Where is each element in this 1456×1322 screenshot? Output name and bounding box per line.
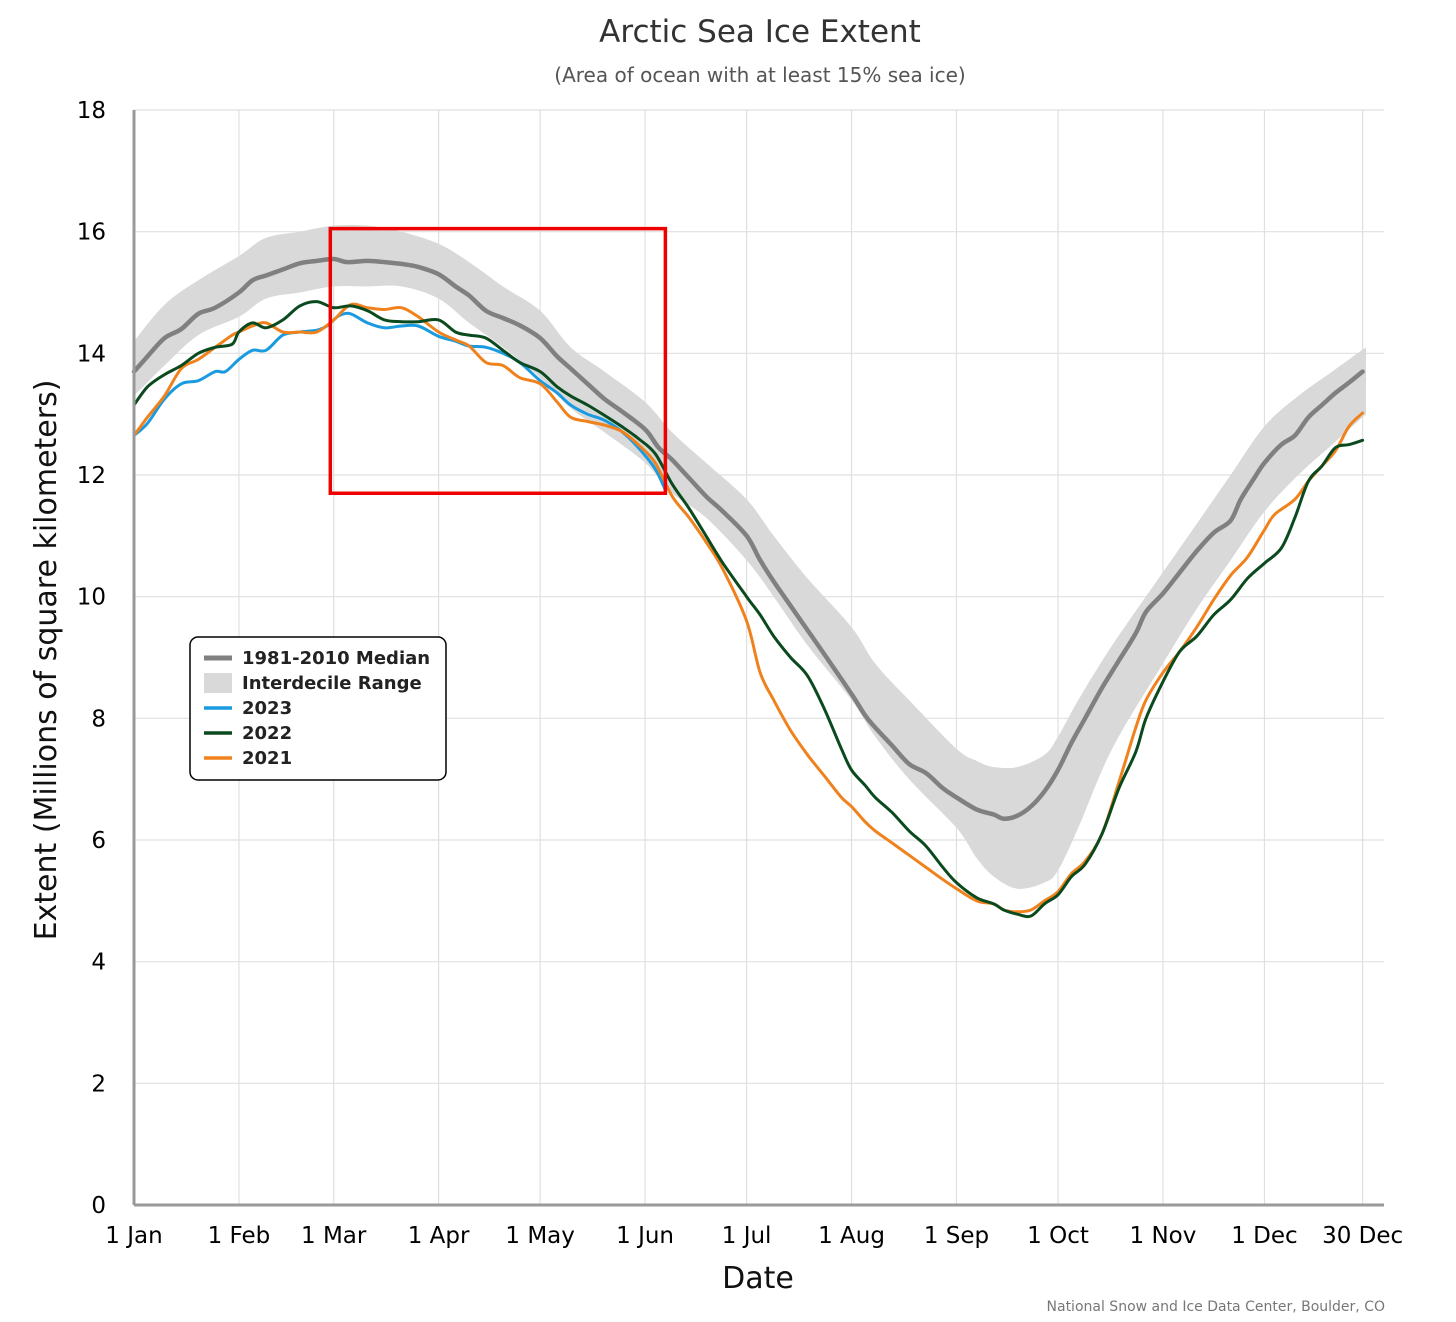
y-tick-label: 8 [91, 706, 106, 732]
legend-box [189, 636, 447, 781]
y-tick-label: 2 [91, 1071, 106, 1097]
x-tick-label: 1 Dec [1231, 1223, 1297, 1249]
chart-subtitle: (Area of ocean with at least 15% sea ice… [554, 63, 965, 87]
series-line-2022 [132, 300, 1365, 919]
y-tick-label: 18 [77, 98, 106, 124]
legend-label: 1981-2010 Median [242, 648, 430, 669]
highlight-box-layer [328, 226, 668, 495]
y-tick-label: 6 [91, 828, 106, 854]
interdecile-range-band [134, 224, 1366, 889]
x-tick-labels: 1 Jan 1 Feb 1 Mar 1 Apr 1 May 1 Jun 1 Jul 1 Aug… [105, 1223, 1403, 1249]
axes [132, 110, 1384, 1207]
series-line-2023 [132, 311, 667, 492]
legend-label: 2022 [242, 723, 292, 744]
highlight-box [328, 226, 668, 495]
chart-title: Arctic Sea Ice Extent [599, 14, 921, 50]
x-tick-label: 1 Jan [105, 1223, 162, 1249]
series-lines-layer [131, 256, 1365, 919]
legend-label: Interdecile Range [242, 673, 422, 694]
x-tick-label: 1 Feb [208, 1223, 271, 1249]
x-tick-label: 1 Nov [1130, 1223, 1197, 1249]
x-tick-label: 1 Aug [818, 1223, 885, 1249]
y-axis-title: Extent (Millions of square kilometers) [29, 380, 64, 941]
x-tick-label: 30 Dec [1322, 1223, 1403, 1249]
series-line-1981-2010-median [131, 256, 1365, 821]
x-tick-label: 1 Apr [408, 1223, 470, 1249]
y-tick-label: 16 [77, 220, 106, 246]
y-tick-labels: 0 2 4 6 8 10 12 14 16 18 [77, 98, 106, 1219]
x-tick-label: 1 Mar [301, 1223, 367, 1249]
y-tick-label: 14 [77, 341, 106, 367]
y-tick-label: 12 [77, 463, 106, 489]
interdecile-band-layer [134, 224, 1366, 889]
y-tick-label: 10 [77, 585, 106, 611]
source-credit: National Snow and Ice Data Center, Bould… [1047, 1299, 1385, 1315]
y-tick-label: 4 [91, 950, 106, 976]
x-tick-label: 1 Jul [722, 1223, 772, 1249]
x-tick-label: 1 May [505, 1223, 575, 1249]
x-tick-label: 1 Jun [616, 1223, 674, 1249]
x-tick-label: 1 Oct [1027, 1223, 1089, 1249]
legend-label: 2021 [242, 748, 292, 769]
x-tick-label: 1 Sep [924, 1223, 989, 1249]
x-axis-title: Date [722, 1261, 794, 1296]
legend-swatch [204, 673, 232, 693]
legend-label: 2023 [242, 698, 292, 719]
legend: 1981-2010 Median Interdecile Range 2023 202… [189, 636, 447, 781]
y-tick-label: 0 [91, 1193, 106, 1219]
series-line-2021 [132, 302, 1365, 914]
